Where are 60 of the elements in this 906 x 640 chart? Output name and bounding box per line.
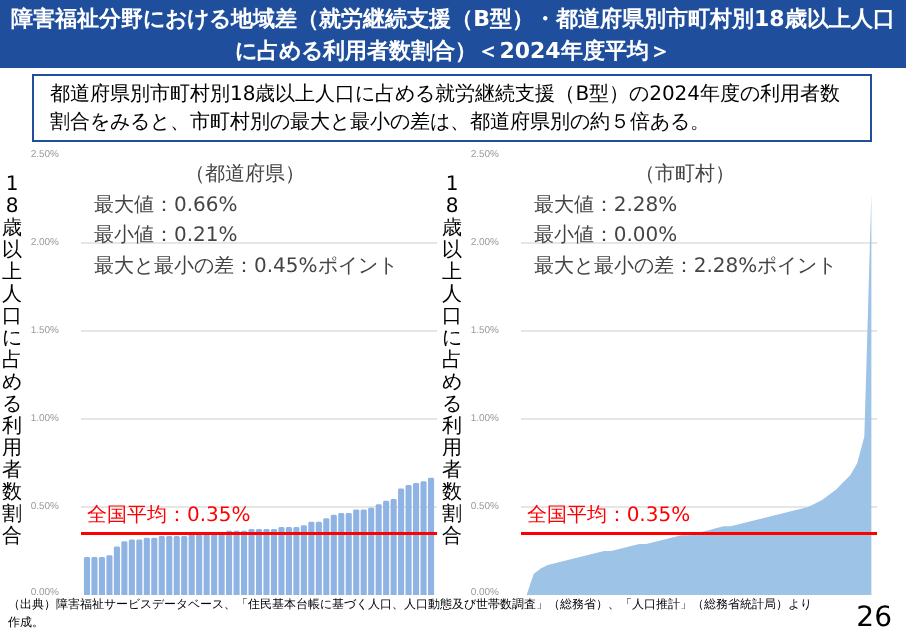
bar [360,509,367,595]
annotation: 最大値：0.66% [94,192,238,217]
text: 26 [856,600,892,638]
bar [218,532,225,595]
bar [315,521,322,595]
bar [263,528,270,595]
bar [91,557,98,595]
bar [98,557,105,595]
bar [383,500,390,595]
bar [128,539,135,595]
chart-subtitle: 都道府県別市町村別18歳以上人口に占める就労継続支援（B型）の2024年度の利用者数割合をみると、市町村別の最大と最小の差は、都道府県別の約５倍ある。 [50,82,843,139]
bar [398,488,405,595]
bar [211,532,218,595]
bar [300,525,307,595]
bar [278,527,285,595]
bar [151,537,158,595]
bar [427,477,435,595]
chart-title: 障害福祉分野における地域差（就労継続支援（B型）・都道府県別市町村別18歳以上人口に占める利用者数割合）＜2024年度平均＞ [9,4,897,67]
bar [293,527,300,595]
annotation: （都道府県） [185,161,306,186]
annotation: 最大と最小の差：0.45%ポイント [94,254,398,279]
bar [323,518,330,595]
bar [188,534,195,595]
bar [226,530,233,595]
bar [285,527,292,595]
annotation: 最小値：0.00% [533,223,678,248]
bar [368,507,375,595]
bar [330,514,337,595]
bar [353,509,360,595]
text: 18歳以上人口に占める利用者数割合 [2,174,22,548]
bar [345,513,352,595]
bar [338,513,345,595]
bar [196,534,203,595]
bar [308,521,315,595]
bar [121,541,128,595]
annotation: 最小値：0.21% [94,223,238,248]
bar [143,537,150,595]
ref-line-label: 全国平均：0.35% [526,503,691,528]
annotation: （市町村） [634,161,735,186]
bar [136,539,143,595]
bar [181,535,188,595]
bar [203,532,210,595]
bar [270,528,278,595]
text: 18歳以上人口に占める利用者数割合 [442,174,462,548]
annotation: 最大と最小の差：2.28%ポイント [533,254,838,279]
bar [158,535,165,595]
bar [173,535,180,595]
ref-line-label: 全国平均：0.35% [86,503,251,528]
bar [233,530,240,595]
bar [83,557,91,595]
bar [420,481,427,595]
bar [248,528,255,595]
bar [405,484,412,595]
annotation: 最大値：2.28% [533,192,678,217]
bar [240,530,248,595]
bar [255,528,263,595]
bar [113,546,120,595]
bar [375,504,382,595]
bar [413,483,420,595]
bar [166,535,173,595]
